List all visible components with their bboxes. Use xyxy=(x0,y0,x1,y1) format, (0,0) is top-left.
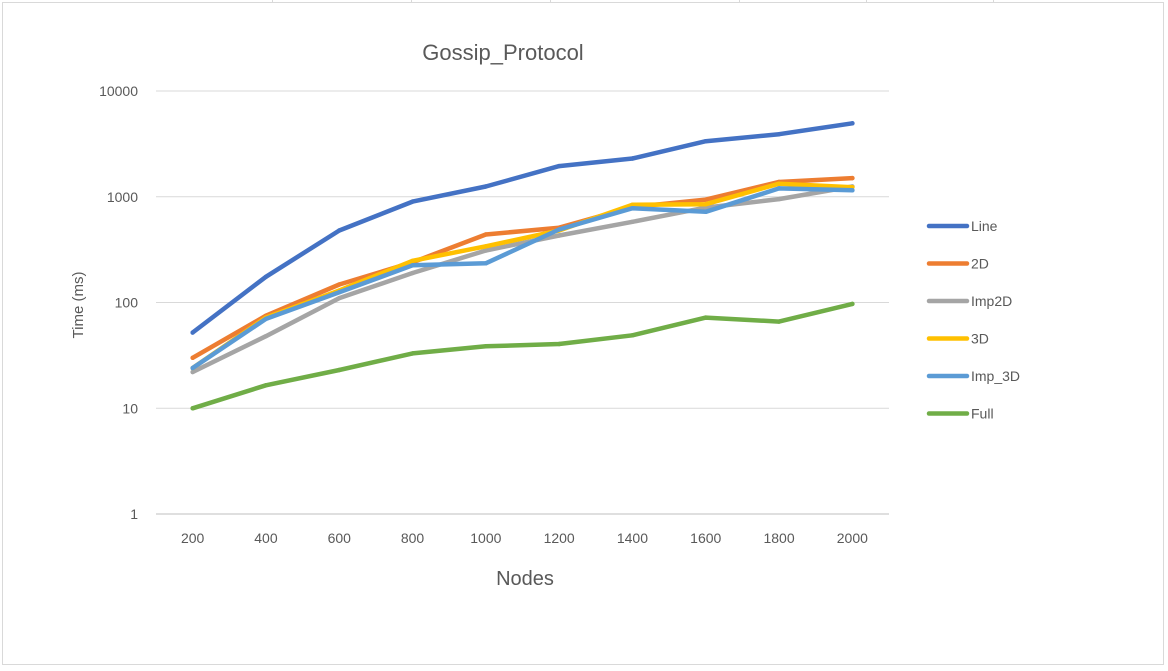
data-point xyxy=(483,248,489,253)
data-point xyxy=(410,270,415,276)
data-point xyxy=(483,184,489,189)
series-line xyxy=(190,121,855,335)
data-point xyxy=(556,341,562,347)
data-point xyxy=(630,202,635,207)
data-point xyxy=(703,205,708,210)
data-point xyxy=(850,175,855,181)
data-point xyxy=(703,202,708,207)
data-point xyxy=(556,227,562,232)
legend-item[interactable]: 2D xyxy=(926,256,989,272)
series-line xyxy=(190,181,855,371)
data-point xyxy=(776,181,782,186)
x-tick-label: 1200 xyxy=(544,530,575,546)
data-point xyxy=(263,316,269,322)
data-point xyxy=(337,282,342,287)
data-point xyxy=(703,209,708,215)
series-line xyxy=(190,184,855,375)
data-point xyxy=(483,244,489,249)
data-point xyxy=(483,344,489,349)
data-point xyxy=(850,188,855,193)
data-point xyxy=(630,156,635,161)
legend-item[interactable]: Full xyxy=(926,406,994,422)
x-tick-label: 800 xyxy=(401,530,425,546)
series-line xyxy=(190,186,855,371)
x-tick-label: 200 xyxy=(181,530,205,546)
data-point xyxy=(483,261,489,266)
series-line xyxy=(190,121,855,335)
data-point xyxy=(337,367,342,373)
data-point xyxy=(410,351,415,356)
chart-svg: Gossip_Protocol 1 10 100 1000 10000 200 400 60… xyxy=(70,40,1020,590)
legend-label: 2D xyxy=(971,256,989,272)
data-point xyxy=(263,334,269,339)
data-point xyxy=(776,319,782,324)
data-point xyxy=(483,232,489,237)
series-full xyxy=(190,301,855,411)
data-point xyxy=(630,219,635,224)
series-line xyxy=(190,301,855,411)
legend[interactable]: Line 2D Imp2D 3D Imp_3D Full xyxy=(926,218,1020,422)
x-tick-label: 1600 xyxy=(690,530,721,546)
data-point xyxy=(850,121,855,126)
data-point xyxy=(776,196,782,202)
legend-item[interactable]: 3D xyxy=(926,331,989,347)
legend-item[interactable]: Imp2D xyxy=(926,293,1012,309)
data-point xyxy=(410,263,415,268)
data-point xyxy=(337,290,342,295)
data-point xyxy=(556,233,562,238)
data-point xyxy=(776,186,782,191)
data-point xyxy=(630,333,635,338)
series-line xyxy=(190,175,855,361)
y-axis-tick-labels: 1 10 100 1000 10000 xyxy=(99,83,138,522)
data-point xyxy=(776,132,782,137)
gridlines xyxy=(156,90,889,515)
legend-label: Imp2D xyxy=(971,293,1012,309)
y-tick-label: 100 xyxy=(115,295,139,311)
x-tick-label: 600 xyxy=(328,530,352,546)
legend-label: Full xyxy=(971,406,994,422)
data-point xyxy=(703,315,708,320)
data-point xyxy=(263,274,269,279)
legend-item[interactable]: Imp_3D xyxy=(926,368,1020,384)
data-point xyxy=(410,199,415,204)
data-point xyxy=(630,205,635,211)
data-point xyxy=(556,163,562,169)
x-tick-label: 2000 xyxy=(837,530,868,546)
y-tick-label: 10 xyxy=(122,400,138,416)
y-tick-label: 10000 xyxy=(99,83,138,99)
y-axis-title: Time (ms) xyxy=(70,272,87,339)
data-point xyxy=(190,369,195,375)
x-axis-tick-labels: 200 400 600 800 1000 1200 1400 1600 1800 2000 xyxy=(181,530,868,546)
data-point xyxy=(410,258,415,263)
legend-label: 3D xyxy=(971,331,989,347)
chart-title: Gossip_Protocol xyxy=(422,40,583,65)
data-point xyxy=(703,139,708,144)
data-point xyxy=(337,228,342,233)
data-point xyxy=(703,197,708,202)
data-point xyxy=(850,301,855,307)
data-point xyxy=(190,406,195,411)
plot-series xyxy=(190,121,855,411)
series-3d xyxy=(190,181,855,371)
legend-label: Imp_3D xyxy=(971,368,1020,384)
x-tick-label: 400 xyxy=(254,530,278,546)
data-point xyxy=(190,355,195,360)
x-axis-title: Nodes xyxy=(496,568,554,590)
data-point xyxy=(337,295,342,301)
data-point xyxy=(190,365,195,371)
y-tick-label: 1 xyxy=(130,506,138,522)
x-tick-label: 1400 xyxy=(617,530,648,546)
x-tick-label: 1000 xyxy=(470,530,501,546)
data-point xyxy=(263,383,269,388)
series-imp-3d xyxy=(190,186,855,371)
data-point xyxy=(190,330,195,335)
y-tick-label: 1000 xyxy=(107,189,138,205)
legend-item[interactable]: Line xyxy=(926,218,998,234)
legend-label: Line xyxy=(971,218,998,234)
series-imp2d xyxy=(190,184,855,375)
x-tick-label: 1800 xyxy=(763,530,794,546)
